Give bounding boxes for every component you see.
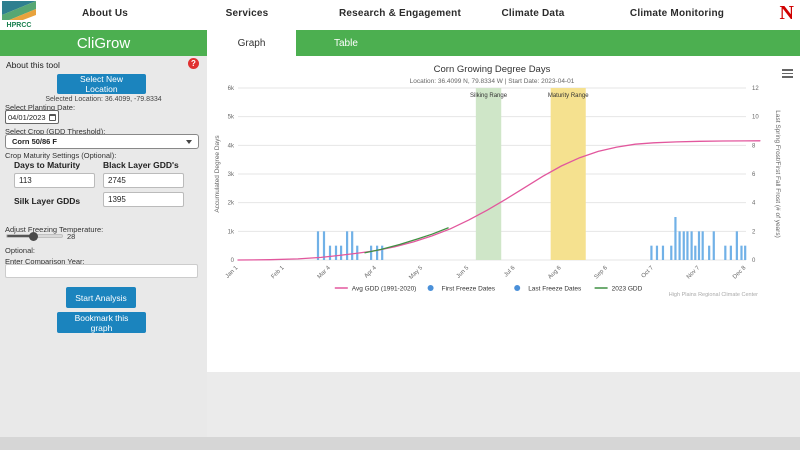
nebraska-n-logo[interactable]: N (779, 2, 794, 24)
nav-research-engagement[interactable]: Research & Engagement (338, 8, 462, 19)
svg-text:6: 6 (752, 172, 756, 178)
svg-text:Maturity Range: Maturity Range (548, 93, 589, 99)
svg-text:4k: 4k (228, 143, 235, 149)
svg-text:6k: 6k (228, 86, 235, 92)
gdd-chart: Corn Growing Degree Days Location: 36.409… (210, 58, 798, 306)
svg-text:2: 2 (752, 229, 756, 235)
svg-text:2k: 2k (228, 201, 235, 207)
svg-text:Accumulated Degree Days: Accumulated Degree Days (214, 135, 221, 213)
svg-text:Location: 36.4099 N, 79.8334 W: Location: 36.4099 N, 79.8334 W | Start D… (410, 78, 575, 85)
crop-select[interactable]: Corn 50/86 F (5, 134, 199, 149)
top-nav: HPRCC About Us Services Research & Engag… (0, 0, 800, 30)
page-background-lower (207, 372, 800, 437)
svg-text:High Plains Regional Climate C: High Plains Regional Climate Center (669, 292, 758, 298)
svg-text:5k: 5k (228, 115, 235, 121)
selected-location-text: Selected Location: 36.4099, -79.8334 (45, 96, 162, 103)
nav-climate-monitoring[interactable]: Climate Monitoring (629, 8, 725, 19)
planting-date-input[interactable]: 04/01/2023 (5, 110, 59, 124)
help-icon[interactable]: ? (188, 58, 199, 69)
chart-menu-icon[interactable] (782, 69, 793, 78)
svg-text:Last Freeze Dates: Last Freeze Dates (528, 286, 582, 293)
svg-text:Jun 5: Jun 5 (456, 265, 471, 280)
slider-thumb[interactable] (29, 232, 38, 241)
nav-climate-data[interactable]: Climate Data (501, 8, 565, 19)
chart-svg: Corn Growing Degree Days Location: 36.409… (214, 64, 781, 298)
svg-text:12: 12 (752, 86, 759, 92)
about-tool-label: About this tool (6, 60, 60, 70)
footer-strip (0, 437, 800, 450)
page-title: CliGrow (0, 30, 207, 56)
freezing-temp-slider[interactable] (6, 232, 63, 241)
legend-item[interactable]: First Freeze Dates (427, 285, 496, 293)
nav-about-us[interactable]: About Us (81, 8, 129, 19)
svg-text:Feb 1: Feb 1 (271, 265, 287, 281)
crop-label: Select Crop (GDD Threshold): (5, 127, 106, 136)
svg-text:First Freeze Dates: First Freeze Dates (442, 286, 496, 293)
comparison-year-label: Enter Comparison Year: (5, 257, 85, 266)
svg-text:Oct 7: Oct 7 (641, 265, 656, 280)
days-to-maturity-input[interactable] (14, 173, 95, 188)
tab-table[interactable]: Table (296, 30, 800, 56)
svg-text:Mar 4: Mar 4 (317, 265, 333, 281)
sidebar: About this tool ? Select New Location Se… (0, 56, 207, 437)
days-to-maturity-label: Days to Maturity (14, 160, 81, 170)
svg-text:0: 0 (752, 258, 756, 264)
select-new-location-button[interactable]: Select New Location (57, 74, 146, 94)
svg-text:Jan 1: Jan 1 (225, 265, 240, 280)
black-layer-input[interactable] (103, 173, 184, 188)
svg-text:Jul 6: Jul 6 (503, 265, 517, 279)
legend-item[interactable]: Last Freeze Dates (514, 285, 582, 293)
silk-layer-input[interactable] (103, 192, 184, 207)
svg-text:Last Spring Frost/First Fall F: Last Spring Frost/First Fall Frost (# of… (774, 110, 781, 238)
svg-text:HPRCC: HPRCC (7, 22, 32, 28)
svg-text:0: 0 (231, 258, 235, 264)
chevron-down-icon (186, 139, 192, 144)
calendar-icon[interactable] (49, 113, 56, 121)
bookmark-graph-button[interactable]: Bookmark this graph (57, 312, 146, 333)
svg-text:8: 8 (752, 143, 756, 149)
nav-services[interactable]: Services (225, 8, 269, 19)
slider-fill (7, 235, 32, 237)
black-layer-label: Black Layer GDD's (103, 160, 179, 170)
tab-graph[interactable]: Graph (207, 30, 296, 56)
svg-text:Apr 4: Apr 4 (364, 265, 379, 280)
start-analysis-button[interactable]: Start Analysis (66, 287, 136, 308)
optional-label: Optional: (5, 246, 36, 255)
crop-select-value: Corn 50/86 F (12, 137, 58, 146)
svg-text:2023 GDD: 2023 GDD (612, 286, 643, 293)
svg-text:Silking Range: Silking Range (470, 93, 508, 99)
freezing-temp-label: Adjust Freezing Temperature: (5, 225, 104, 234)
silk-layer-label: Silk Layer GDDs (14, 196, 81, 206)
svg-text:1k: 1k (228, 229, 235, 235)
svg-text:3k: 3k (228, 172, 235, 178)
svg-text:Sep 6: Sep 6 (594, 265, 610, 281)
legend-item[interactable]: 2023 GDD (594, 286, 643, 293)
svg-text:4: 4 (752, 201, 756, 207)
maturity-settings-label: Crop Maturity Settings (Optional): (5, 151, 117, 160)
svg-text:May 5: May 5 (408, 265, 424, 281)
freezing-temp-value: 28 (67, 232, 76, 241)
planting-date-label: Select Planting Date: (5, 103, 76, 112)
comparison-year-input[interactable] (5, 264, 198, 278)
svg-text:10: 10 (752, 115, 759, 121)
svg-text:Nov 7: Nov 7 (686, 265, 702, 281)
planting-date-value: 04/01/2023 (8, 112, 46, 122)
legend-item[interactable]: Avg GDD (1991-2020) (334, 286, 417, 293)
svg-text:Aug 6: Aug 6 (547, 265, 563, 281)
svg-text:Corn Growing Degree Days: Corn Growing Degree Days (434, 64, 551, 75)
svg-text:Avg GDD (1991-2020): Avg GDD (1991-2020) (352, 286, 417, 293)
hprcc-logo-icon[interactable]: HPRCC (2, 1, 36, 29)
svg-text:Dec 8: Dec 8 (732, 265, 748, 281)
